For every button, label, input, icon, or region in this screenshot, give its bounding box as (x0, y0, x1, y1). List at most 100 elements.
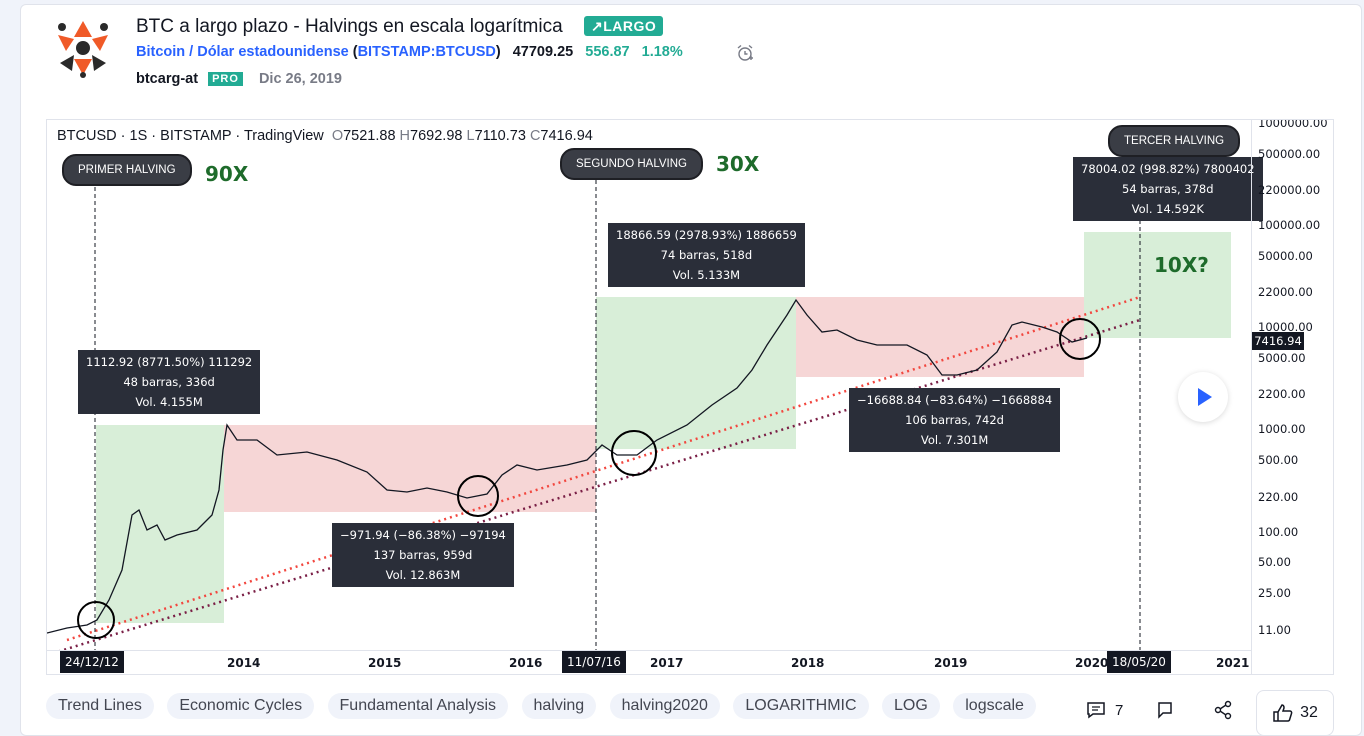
legend-interval: 1S (129, 128, 148, 144)
author-name[interactable]: btcarg-at (136, 71, 199, 87)
current-price-label: 7416.94 (1252, 332, 1304, 350)
info-box-2: −971.94 (−86.38%) −97194 137 barras, 959… (332, 523, 514, 587)
price-axis[interactable]: 1000000.00 500000.00 220000.00 100000.00… (1251, 119, 1333, 674)
multiplier-90x: 90X (205, 162, 249, 186)
y-tick: 22000.00 (1258, 285, 1313, 299)
callout-segundo-halving: SEGUNDO HALVING (560, 148, 703, 180)
info-box-4: −16688.84 (−83.64%) −1668884 106 barras,… (849, 388, 1061, 452)
tag-halving[interactable]: halving (521, 693, 597, 719)
info-box-5: 78004.02 (998.82%) 7800402 54 barras, 37… (1073, 157, 1263, 221)
legend-close: 7416.94 (540, 128, 593, 144)
info-box-1: 1112.92 (8771.50%) 111292 48 barras, 336… (78, 350, 261, 414)
y-tick: 1000.00 (1258, 422, 1306, 436)
info-box-5-line1: 78004.02 (998.82%) 7800402 (1081, 162, 1255, 176)
author-row: btcarg-at PRO Dic 26, 2019 (136, 71, 342, 87)
info-box-4-line3: Vol. 7.301M (920, 433, 989, 447)
circle-marker-1 (77, 601, 115, 639)
multiplier-30x: 30X (716, 152, 760, 176)
circle-marker-4 (1059, 318, 1101, 360)
info-box-3-line3: Vol. 5.133M (672, 268, 741, 282)
chart-legend: BTCUSD · 1S · BITSTAMP · TradingView O75… (57, 128, 593, 144)
legend-exchange: BITSTAMP (160, 128, 232, 144)
legend-high: 7692.98 (410, 128, 463, 144)
x-marker-halving-3: 18/05/20 (1107, 651, 1171, 673)
direction-badge: ↗LARGO (584, 16, 664, 36)
legend-open-label: O (331, 128, 344, 144)
x-tick: 2014 (227, 656, 261, 670)
legend-open: 7521.88 (343, 128, 396, 144)
info-box-3-line1: 18866.59 (2978.93%) 1886659 (616, 228, 797, 242)
play-button[interactable] (1178, 372, 1228, 422)
info-box-1-line1: 1112.92 (8771.50%) 111292 (86, 355, 253, 369)
info-box-2-line1: −971.94 (−86.38%) −97194 (340, 528, 506, 542)
x-marker-halving-1: 24/12/12 (60, 651, 124, 673)
y-tick: 50000.00 (1258, 249, 1313, 263)
symbol-change-pct: 1.18% (641, 44, 683, 60)
play-icon (1198, 388, 1212, 406)
comments-button[interactable]: 7 (1085, 695, 1123, 725)
down-zone-1 (224, 425, 596, 512)
legend-low: 7110.73 (474, 128, 526, 144)
symbol-change: 556.87 (585, 44, 630, 60)
y-tick: 220.00 (1258, 490, 1299, 504)
symbol-name-link[interactable]: Bitcoin / Dólar estadounidense (136, 44, 349, 60)
legend-symbol: BTCUSD (57, 128, 117, 144)
up-zone-2 (596, 297, 796, 449)
flag-icon (1158, 702, 1172, 719)
publish-date: Dic 26, 2019 (258, 71, 342, 87)
tag-log[interactable]: LOG (881, 693, 940, 719)
tag-economic-cycles[interactable]: Economic Cycles (167, 693, 315, 719)
y-tick: 1000000.00 (1258, 119, 1328, 130)
y-tick: 25.00 (1258, 586, 1291, 600)
info-box-1-line3: Vol. 4.155M (135, 395, 203, 409)
info-box-3-line2: 74 barras, 518d (660, 248, 753, 262)
tag-list: Trend Lines Economic Cycles Fundamental … (46, 693, 1045, 719)
symbol-row: Bitcoin / Dólar estadounidense (BITSTAMP… (136, 44, 683, 60)
symbol-code-link[interactable]: BITSTAMP:BTCUSD (357, 44, 496, 60)
legend-source: TradingView (243, 128, 324, 144)
y-tick: 100000.00 (1258, 218, 1321, 232)
trendline-red (66, 295, 1141, 642)
tag-logarithmic[interactable]: LOGARITHMIC (733, 693, 869, 719)
y-tick: 500000.00 (1258, 147, 1321, 161)
y-tick: 100.00 (1258, 525, 1299, 539)
time-axis[interactable]: 24/12/12 2014 2015 2016 11/07/16 2017 20… (47, 650, 1251, 674)
idea-title: BTC a largo plazo - Halvings en escala l… (136, 16, 563, 37)
info-box-5-line3: Vol. 14.592K (1131, 202, 1204, 216)
x-tick: 2016 (509, 656, 543, 670)
legend-low-label: L (466, 128, 475, 144)
pro-badge: PRO (208, 72, 243, 86)
circle-marker-2 (457, 475, 499, 517)
author-logo-icon[interactable] (52, 17, 114, 79)
info-box-5-line2: 54 barras, 378d (1122, 182, 1214, 196)
up-zone-3 (1084, 232, 1231, 338)
y-tick: 2200.00 (1258, 387, 1306, 401)
down-zone-2 (796, 297, 1084, 377)
tag-fundamental-analysis[interactable]: Fundamental Analysis (327, 693, 509, 719)
info-box-3: 18866.59 (2978.93%) 1886659 74 barras, 5… (608, 223, 805, 287)
paren-open: ( (352, 44, 358, 60)
report-button[interactable] (1155, 695, 1175, 725)
trendline-purple (59, 318, 1141, 650)
share-icon (1214, 700, 1232, 720)
x-tick: 2017 (650, 656, 684, 670)
like-button[interactable]: 32 (1256, 690, 1334, 736)
alarm-clock-icon[interactable] (736, 44, 754, 62)
price-series (47, 298, 1088, 634)
tag-logscale[interactable]: logscale (953, 693, 1036, 719)
likes-count: 32 (1300, 704, 1318, 721)
up-zone-1 (96, 425, 224, 623)
x-marker-halving-2: 11/07/16 (562, 651, 626, 673)
tag-trend-lines[interactable]: Trend Lines (46, 693, 154, 719)
info-box-2-line3: Vol. 12.863M (385, 568, 461, 582)
info-box-4-line2: 106 barras, 742d (905, 413, 1004, 427)
x-tick: 2020 (1075, 656, 1109, 670)
info-box-2-line2: 137 barras, 959d (373, 548, 473, 562)
paren-close: ) (495, 44, 501, 60)
tag-halving2020[interactable]: halving2020 (609, 693, 720, 719)
y-tick: 5000.00 (1258, 351, 1306, 365)
chart-area[interactable]: BTCUSD · 1S · BITSTAMP · TradingView O75… (46, 119, 1334, 675)
y-tick: 500.00 (1258, 453, 1299, 467)
y-tick: 11.00 (1258, 623, 1291, 637)
share-button[interactable] (1213, 695, 1233, 725)
